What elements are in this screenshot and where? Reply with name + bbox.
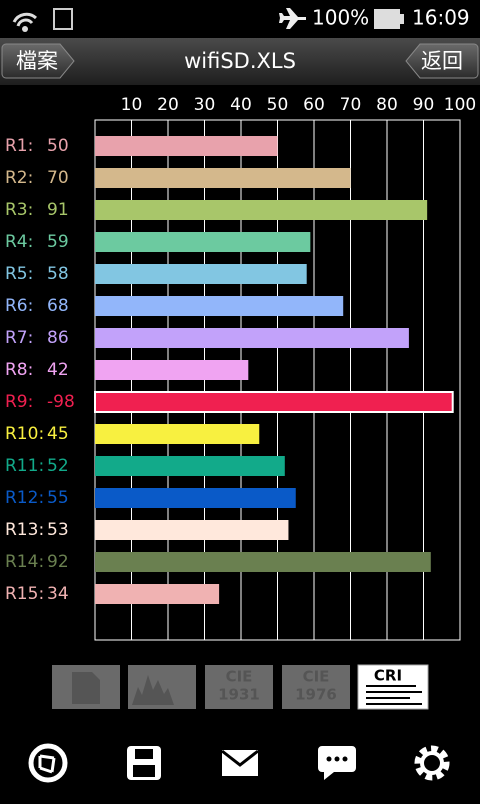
value-label: 52 (47, 456, 69, 476)
bar (95, 360, 249, 380)
settings-ring (420, 751, 444, 775)
category-label: R3: (5, 200, 33, 220)
bar (95, 328, 409, 348)
value-label: 55 (47, 488, 69, 508)
tab-cie1976[interactable] (282, 665, 350, 709)
bar (95, 552, 431, 572)
x-tick-label: 70 (340, 95, 362, 115)
category-label: R8: (5, 360, 33, 380)
clock: 16:09 (412, 6, 470, 30)
status-bar: 100% 16:09 (12, 6, 470, 32)
x-tick-label: 90 (413, 95, 435, 115)
chat-button[interactable] (318, 746, 356, 780)
value-label: 45 (47, 424, 69, 444)
tab-bar (52, 664, 429, 710)
cri-icon (366, 685, 422, 705)
chat-dot (342, 756, 348, 762)
battery-text: 100% (312, 6, 369, 30)
category-label: R6: (5, 296, 33, 316)
mail-flap (221, 749, 259, 767)
value-label: 86 (47, 328, 69, 348)
category-label: R5: (5, 264, 33, 284)
chat-dot (334, 756, 340, 762)
bar (95, 168, 351, 188)
wifi-icon (12, 12, 38, 27)
tab-label: CRI (374, 667, 402, 685)
value-label: 34 (47, 584, 69, 604)
battery-tip (400, 14, 404, 24)
toolbar (28, 743, 450, 783)
aperture-blades (38, 754, 56, 774)
bar (94, 391, 454, 413)
value-label: 50 (47, 136, 69, 156)
value-label: 53 (47, 520, 69, 540)
settings-button[interactable] (414, 745, 450, 781)
bar (95, 584, 220, 604)
aperture-button[interactable] (28, 743, 68, 783)
category-label: R4: (5, 232, 33, 252)
nav-title: wifiSD.XLS (184, 49, 296, 73)
category-label: R10: (5, 424, 44, 444)
wifi-dot (22, 26, 28, 32)
value-label: 42 (47, 360, 69, 380)
category-label: R9: (5, 392, 33, 412)
sim-icon (53, 8, 73, 30)
airplane-icon (279, 8, 306, 29)
value-label: 58 (47, 264, 69, 284)
bar (95, 520, 289, 540)
save-slot (135, 749, 153, 759)
value-label: 68 (47, 296, 69, 316)
chat-dot (326, 756, 332, 762)
nav-bar (0, 38, 480, 85)
value-label: 70 (47, 168, 69, 188)
x-tick-label: 30 (194, 95, 216, 115)
bar (95, 488, 296, 508)
return-label[interactable]: 返回 (421, 49, 463, 73)
tab-label: 1976 (295, 686, 337, 704)
tab-cie1931[interactable] (205, 665, 273, 709)
value-label: 91 (47, 200, 69, 220)
back-button[interactable] (1, 43, 75, 79)
bar (95, 424, 260, 444)
bar (95, 264, 307, 284)
tab-label: 1931 (218, 686, 260, 704)
x-tick-label: 50 (267, 95, 289, 115)
bar (95, 456, 285, 476)
category-label: R11: (5, 456, 44, 476)
chart: 10 20 30 40 50 60 70 80 90 100 R1: 50 R2: 70 R3: 91 R4: 5… (5, 95, 476, 640)
x-tick-label: 100 (444, 95, 476, 115)
bar (95, 200, 428, 220)
value-label: 92 (47, 552, 69, 572)
x-tick-label: 10 (121, 95, 143, 115)
category-label: R12: (5, 488, 44, 508)
tab-label: CIE (303, 668, 330, 686)
category-label: R13: (5, 520, 44, 540)
x-tick-label: 80 (376, 95, 398, 115)
bar (95, 136, 278, 156)
bar (95, 296, 344, 316)
spectrum-icon (132, 675, 174, 705)
value-label: 59 (47, 232, 69, 252)
category-label: R1: (5, 136, 33, 156)
x-tick-label: 20 (157, 95, 179, 115)
return-button[interactable] (405, 43, 479, 79)
category-label: R7: (5, 328, 33, 348)
category-label: R2: (5, 168, 33, 188)
back-label[interactable]: 檔案 (16, 49, 58, 73)
x-tick-label: 60 (303, 95, 325, 115)
category-label: R14: (5, 552, 44, 572)
report-icon (72, 672, 100, 704)
bar (95, 232, 311, 252)
save-label (133, 765, 155, 777)
x-tick-label: 40 (230, 95, 252, 115)
category-label: R15: (5, 584, 44, 604)
battery-icon (374, 9, 400, 29)
value-label: -98 (47, 392, 75, 412)
tab-label: CIE (226, 668, 253, 686)
